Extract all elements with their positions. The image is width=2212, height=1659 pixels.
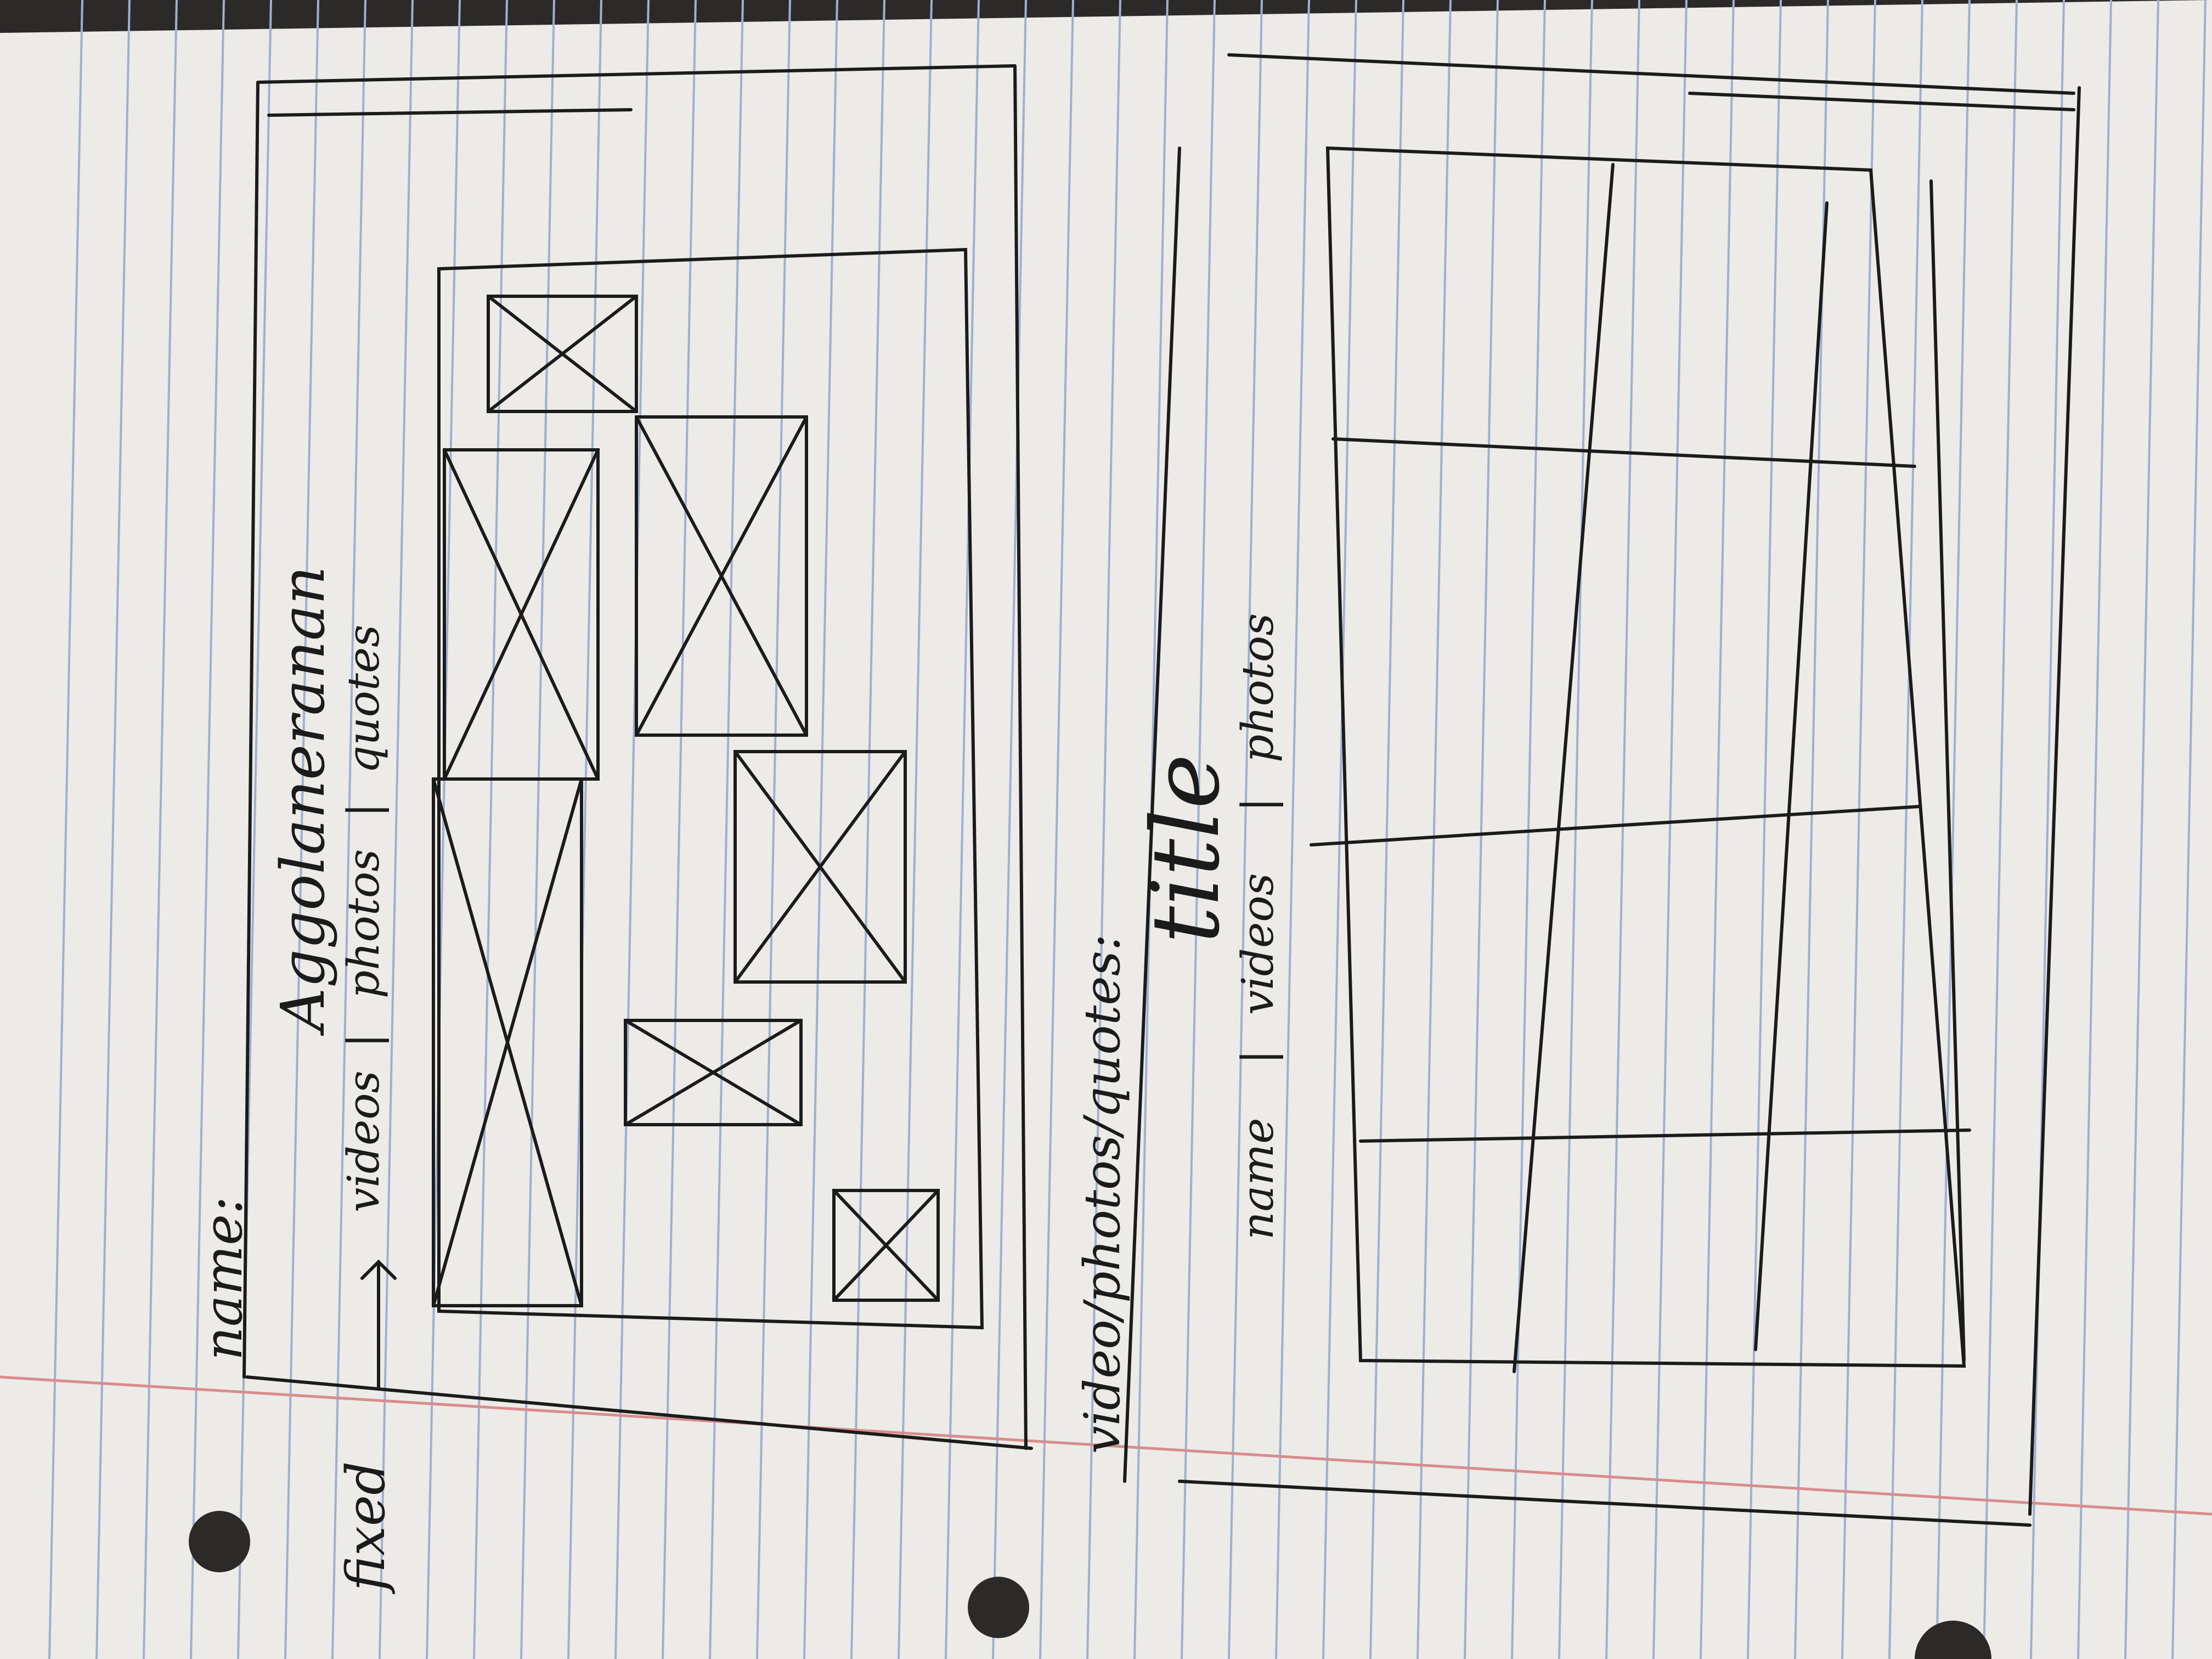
rule-line [379, 0, 414, 1659]
rule-line [143, 0, 178, 1659]
rule-line [898, 0, 933, 1659]
rule-line [1086, 0, 1121, 1659]
rule-line [992, 0, 1027, 1659]
margin-line [0, 1375, 2212, 1516]
binder-hole-icon [189, 1511, 250, 1572]
nav-name: name [1232, 1118, 1283, 1240]
rule-line [48, 0, 83, 1659]
rule-line [1369, 0, 1404, 1659]
binder-hole-icon [968, 1577, 1029, 1638]
rule-line [426, 0, 461, 1659]
rule-line [1983, 0, 2018, 1659]
nav-separator: | [1232, 1049, 1283, 1064]
sketch-bottom [1123, 53, 2081, 1527]
rule-line [756, 0, 791, 1659]
rule-line [709, 0, 744, 1659]
grid-line [1310, 163, 1971, 1373]
rule-line [1181, 0, 1216, 1659]
nav-separator: | [338, 803, 389, 817]
nav-separator: | [338, 1033, 389, 1048]
label-fixed: fixed [335, 1462, 397, 1594]
sketch-heading: Aggolaneranan [268, 566, 338, 1036]
bottom-grid-container [1325, 146, 1966, 1368]
rule-line [1275, 0, 1310, 1659]
nav-quotes: quotes [338, 625, 389, 774]
rule-line [2124, 0, 2159, 1659]
rule-line [473, 0, 508, 1659]
rule-line [850, 0, 885, 1659]
rule-line [945, 0, 980, 1659]
label-name: name: [193, 1197, 254, 1361]
top-frame [242, 64, 1033, 1450]
image-placeholder [832, 1189, 940, 1302]
rule-line [1747, 0, 1782, 1659]
rule-line [2171, 0, 2207, 1659]
rule-line [567, 0, 602, 1659]
bottom-frame [1123, 53, 2081, 1527]
image-placeholder [624, 1019, 803, 1126]
right-arrow-icon [360, 1259, 397, 1390]
rule-line [1888, 0, 1923, 1659]
rule-line [614, 0, 650, 1659]
image-placeholder [432, 777, 583, 1307]
nav-photos: photos [1232, 613, 1283, 763]
rule-line [1841, 0, 1876, 1659]
rule-line [237, 0, 272, 1659]
nav-photos: photos [338, 849, 389, 998]
sketch-top [242, 64, 1033, 1450]
rule-line [520, 0, 555, 1659]
top-grid-container [437, 247, 984, 1330]
rule-line [2077, 0, 2112, 1659]
rule-line [1039, 0, 1074, 1659]
image-placeholder [635, 415, 808, 737]
nav-videos: videos [338, 1070, 389, 1212]
rule-line [1511, 0, 1546, 1659]
rule-line [1228, 0, 1263, 1659]
rule-line [1700, 0, 1735, 1659]
rule-line [1322, 0, 1357, 1659]
rule-line [1936, 0, 1971, 1659]
rule-line [1464, 0, 1499, 1659]
sketch-title: title [1132, 754, 1240, 944]
rule-line [1652, 0, 1688, 1659]
image-placeholder [487, 295, 638, 413]
rule-line [1605, 0, 1640, 1659]
binder-hole-icon [1915, 1621, 1991, 1659]
image-placeholder [733, 750, 907, 984]
rule-line [2030, 0, 2065, 1659]
rule-line [331, 0, 366, 1659]
rule-line [662, 0, 697, 1659]
rule-line [1417, 0, 1452, 1659]
label-page: video/photos/quotes: [1074, 934, 1131, 1454]
nav-videos: videos [1232, 873, 1283, 1015]
rule-line [190, 0, 225, 1659]
nav-separator: | [1232, 797, 1283, 812]
rule-line [803, 0, 838, 1659]
